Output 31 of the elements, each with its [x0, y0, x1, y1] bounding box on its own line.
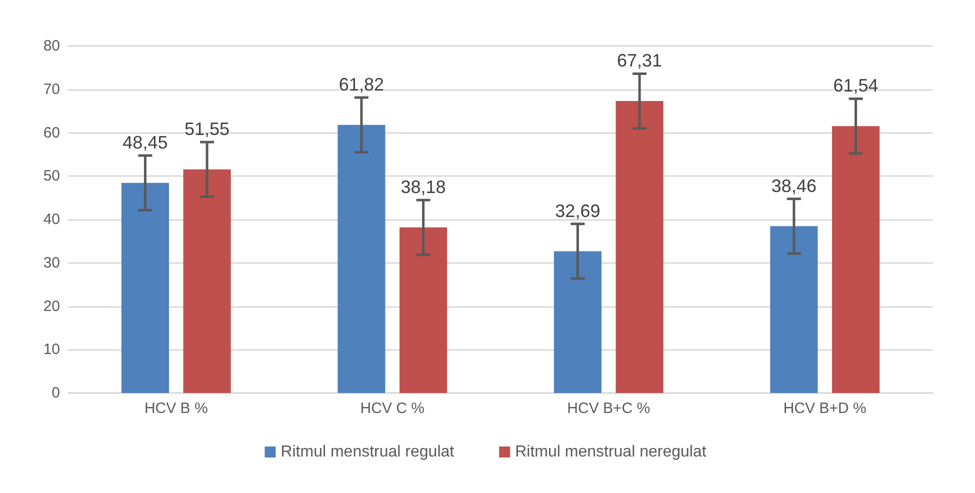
data-label: 51,55 — [184, 119, 230, 140]
bar — [770, 226, 818, 393]
data-label: 61,82 — [338, 74, 384, 95]
legend-label: Ritmul menstrual regulat — [280, 444, 455, 460]
y-tick-label: 30 — [43, 254, 60, 272]
data-label: 38,46 — [771, 176, 816, 196]
bar — [400, 227, 448, 393]
y-tick-label: 10 — [43, 341, 60, 358]
y-tick-label: 0 — [52, 384, 60, 402]
data-label: 67,31 — [617, 50, 662, 71]
bar — [554, 251, 602, 393]
y-tick-label: 80 — [43, 38, 60, 54]
data-label: 48,45 — [122, 132, 168, 153]
y-tick-label: 40 — [43, 211, 60, 228]
x-tick-label: HCV B+C % — [567, 400, 650, 417]
data-label: 61,54 — [833, 76, 878, 96]
y-tick-label: 70 — [43, 80, 60, 98]
y-tick-label: 50 — [43, 168, 60, 185]
x-tick-label: HCV B+D % — [783, 400, 866, 417]
y-tick-label: 20 — [43, 298, 60, 315]
y-tick-label: 60 — [43, 124, 60, 142]
legend-label: Ritmul menstrual neregulat — [515, 444, 707, 460]
x-tick-label: HCV B % — [144, 400, 208, 417]
bar — [121, 182, 169, 393]
x-tick-label: HCV C % — [360, 400, 424, 417]
data-label: 32,69 — [555, 200, 600, 221]
data-label: 38,18 — [400, 177, 446, 198]
bar — [832, 126, 880, 393]
bar — [338, 124, 386, 393]
bar — [183, 169, 231, 393]
bar — [616, 101, 664, 393]
